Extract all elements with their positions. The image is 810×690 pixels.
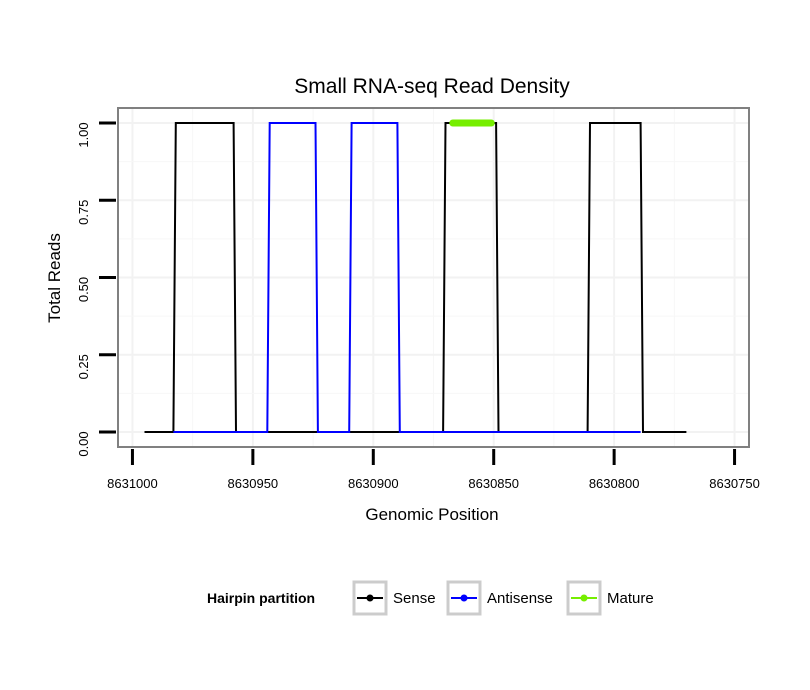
legend-label-mature: Mature — [607, 590, 654, 607]
chart-title: Small RNA-seq Read Density — [294, 75, 570, 98]
x-tick-label: 8630950 — [228, 476, 279, 491]
y-axis: 0.00 0.25 0.50 0.75 1.00 — [76, 121, 116, 457]
legend-label-antisense: Antisense — [487, 590, 553, 607]
x-axis: 8631000 8630950 8630900 8630850 8630800 86307… — [107, 449, 760, 491]
legend-key-antisense — [446, 580, 482, 616]
legend-key-sense — [352, 580, 388, 616]
y-tick-label: 1.00 — [76, 122, 91, 147]
y-tick-label: 0.75 — [76, 200, 91, 225]
x-axis-title: Genomic Position — [365, 505, 498, 524]
x-tick-label: 8630850 — [468, 476, 519, 491]
legend-title: Hairpin partition — [207, 590, 315, 606]
y-tick-label: 0.25 — [76, 354, 91, 379]
legend-key-point — [460, 594, 468, 602]
x-tick-label: 8630800 — [589, 476, 640, 491]
x-tick-label: 8630750 — [709, 476, 760, 491]
legend-key-point — [366, 594, 374, 602]
series-line-sense — [144, 122, 687, 433]
series-line-antisense — [173, 122, 641, 433]
y-tick-label: 0.50 — [76, 277, 91, 302]
grid — [118, 108, 749, 447]
y-tick-label: 0.00 — [76, 431, 91, 456]
y-axis-title: Total Reads — [45, 233, 64, 323]
x-tick-label: 8631000 — [107, 476, 158, 491]
plot-border — [117, 107, 750, 448]
legend: Hairpin partition Sense Antisense Mature — [207, 580, 654, 616]
legend-label-sense: Sense — [393, 590, 436, 607]
x-tick-label: 8630900 — [348, 476, 399, 491]
series-layer — [144, 119, 687, 433]
legend-key-mature — [566, 580, 602, 616]
legend-key-point — [580, 594, 588, 602]
